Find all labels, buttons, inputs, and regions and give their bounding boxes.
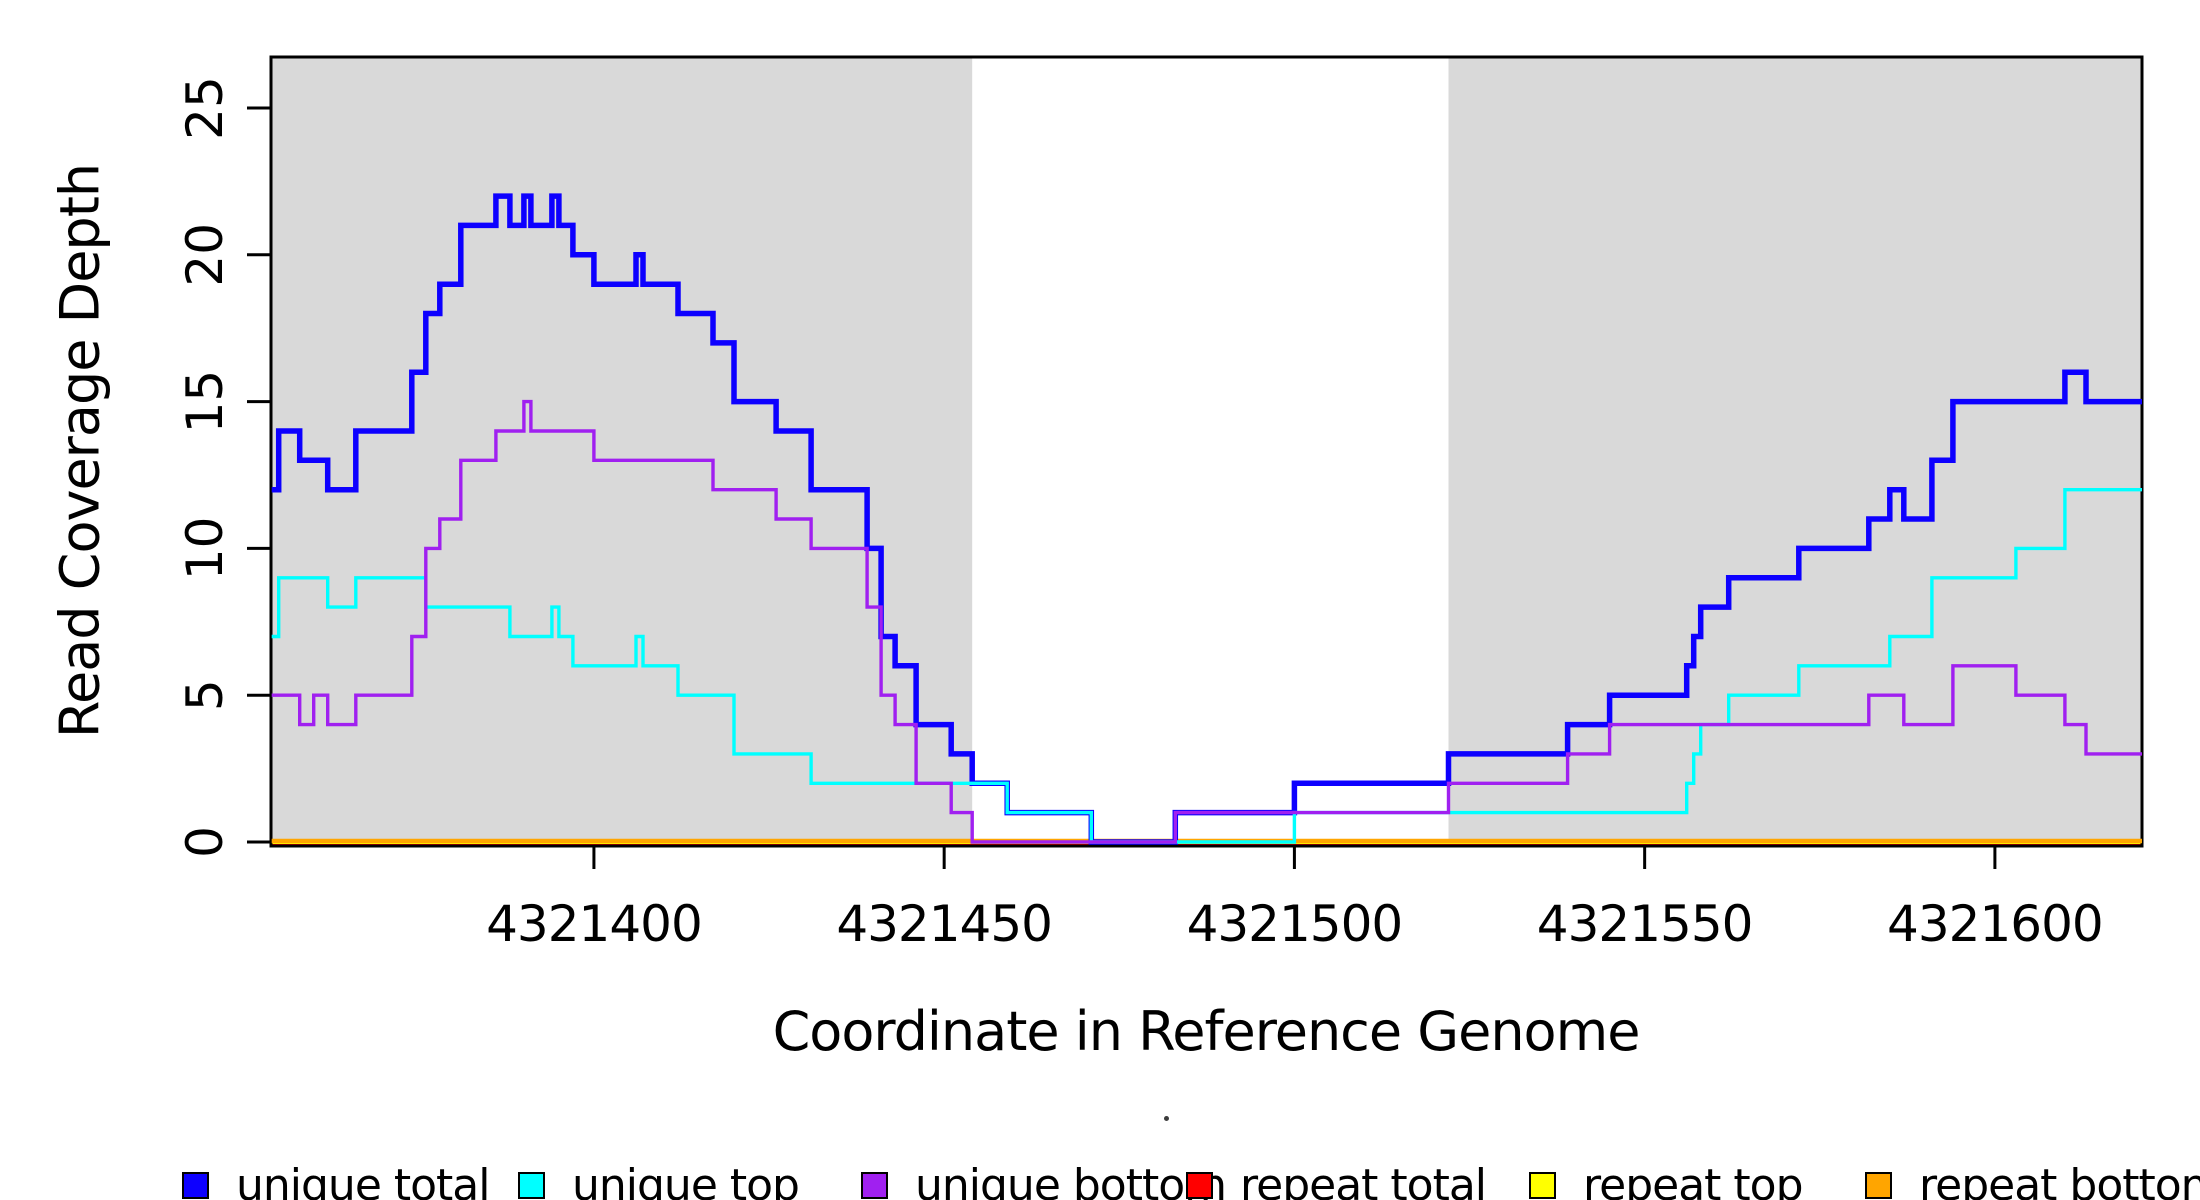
y-axis-title: Read Coverage Depth — [48, 163, 112, 739]
x-tick-label: 4321450 — [836, 895, 1052, 953]
legend-label: repeat total — [1240, 1160, 1487, 1200]
y-tick-label: 20 — [176, 223, 234, 287]
legend-item-repeat-top: repeat top — [1529, 1160, 1803, 1200]
plot-border — [269, 55, 2144, 848]
shaded-region — [1448, 57, 2142, 846]
legend-item-unique-total: unique total — [182, 1160, 490, 1200]
x-tick-label: 4321500 — [1187, 895, 1403, 953]
legend-item-unique-bottom: unique bottom — [861, 1160, 1227, 1200]
legend-swatch-unique-total — [182, 1172, 209, 1199]
legend-swatch-repeat-top — [1529, 1172, 1556, 1199]
legend-label: repeat top — [1583, 1160, 1803, 1200]
legend-label: unique top — [572, 1160, 800, 1200]
y-tick-label: 15 — [176, 370, 234, 434]
legend-swatch-repeat-bottom — [1865, 1172, 1892, 1199]
series-unique-total — [271, 193, 2142, 845]
legend-item-repeat-bottom: repeat bottom — [1865, 1160, 2200, 1200]
y-tick-label: 5 — [176, 679, 234, 711]
legend-label: repeat bottom — [1919, 1160, 2200, 1200]
legend-label: unique bottom — [915, 1160, 1227, 1200]
x-tick-label: 4321550 — [1537, 895, 1753, 953]
series-unique-bottom — [271, 399, 2142, 844]
legend-swatch-unique-top — [518, 1172, 545, 1199]
x-axis-title: Coordinate in Reference Genome — [772, 1000, 1641, 1063]
x-tick-label: 4321600 — [1887, 895, 2103, 953]
legend-item-unique-top: unique top — [518, 1160, 800, 1200]
legend-swatch-unique-bottom — [861, 1172, 888, 1199]
legend-label: unique total — [236, 1160, 490, 1200]
stray-dot — [1164, 1116, 1169, 1121]
y-tick-label: 10 — [176, 517, 234, 581]
shaded-region — [271, 57, 973, 846]
legend-item-repeat-total: repeat total — [1186, 1160, 1487, 1200]
legend-swatch-repeat-total — [1186, 1172, 1213, 1199]
y-tick-label: 0 — [176, 826, 234, 858]
x-tick-label: 4321400 — [486, 895, 702, 953]
series-unique-top — [271, 488, 2142, 844]
y-tick-label: 25 — [176, 76, 234, 140]
